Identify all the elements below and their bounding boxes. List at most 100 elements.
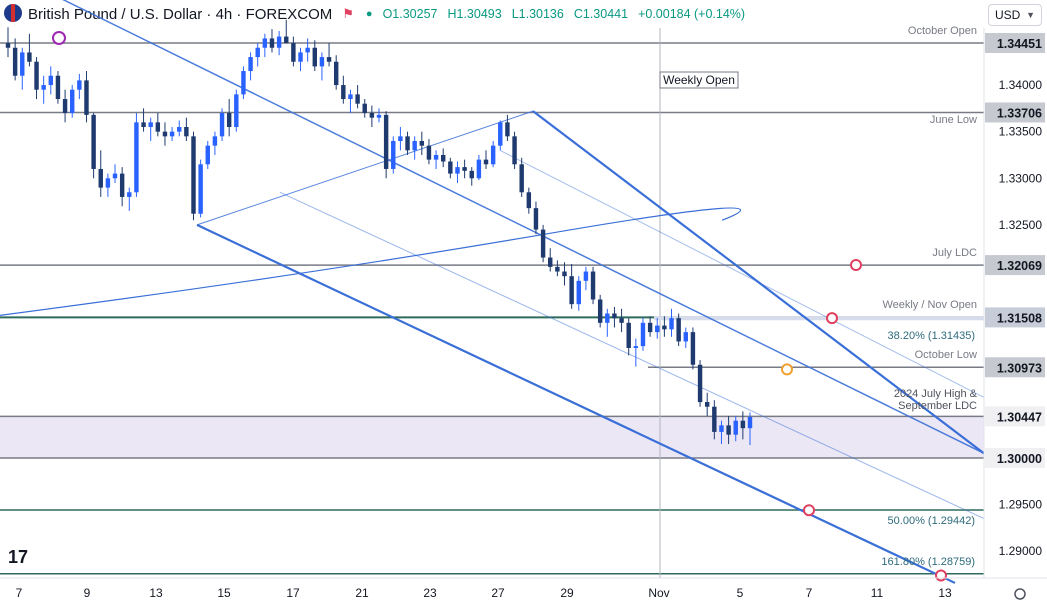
candle — [312, 47, 318, 67]
flag-marker-icon[interactable]: ⚑ — [342, 6, 354, 21]
candle — [726, 425, 731, 435]
price-badge-label: 1.33706 — [997, 106, 1042, 120]
channel-parallel-top-line — [532, 110, 985, 455]
candle — [498, 122, 503, 146]
ohlc-high: H1.30493 — [447, 7, 502, 21]
candle — [20, 52, 25, 76]
candle — [62, 99, 68, 114]
candle — [533, 208, 539, 230]
pitchfork-median-line — [279, 191, 985, 520]
candle — [719, 425, 724, 432]
candle — [84, 80, 89, 115]
time-tick: 23 — [423, 586, 437, 600]
candle — [676, 318, 681, 342]
currency-selector[interactable]: USD ▼ — [988, 4, 1042, 26]
candle — [333, 61, 339, 86]
candle — [348, 94, 353, 100]
candle — [41, 85, 46, 90]
pitchfork-left-line — [196, 110, 534, 226]
marker-october-low — [781, 363, 793, 376]
price-badge — [985, 33, 1045, 53]
time-tick: 15 — [217, 586, 231, 600]
candle — [647, 322, 653, 333]
market-status-icon: ● — [365, 8, 373, 20]
candle — [369, 113, 375, 118]
replay-icon[interactable] — [52, 31, 66, 45]
candle — [198, 164, 203, 214]
tradingview-logo[interactable]: 17 — [8, 547, 28, 567]
candle — [690, 332, 696, 365]
candle — [740, 420, 746, 429]
ohlc-low: L1.30136 — [511, 7, 564, 21]
ohlc-change: +0.00184 (+0.14%) — [638, 7, 746, 21]
candle — [619, 318, 624, 323]
time-tick: 21 — [355, 586, 369, 600]
candle — [169, 131, 175, 137]
candle — [398, 136, 403, 141]
candle — [540, 229, 546, 258]
candle — [226, 113, 232, 128]
price-badge-label: 1.34451 — [997, 37, 1042, 51]
price-badge-label: 1.31508 — [997, 311, 1042, 325]
price-badge — [985, 255, 1045, 276]
candle — [319, 57, 325, 67]
candle — [291, 43, 296, 62]
support-zone — [0, 416, 984, 458]
candle — [605, 313, 610, 323]
pitchfork-upper-median-line — [499, 149, 985, 398]
candle — [512, 136, 517, 165]
candle — [276, 36, 282, 48]
candle — [248, 57, 253, 72]
candle — [526, 192, 532, 209]
currency-label: USD — [995, 8, 1021, 22]
candle — [112, 173, 118, 179]
candle — [505, 122, 510, 137]
level-label: Weekly / Nov Open — [882, 299, 977, 311]
time-tick: 27 — [491, 586, 505, 600]
candle — [448, 161, 453, 174]
channel-upper-line — [62, 0, 985, 455]
candle — [55, 75, 61, 100]
chart-header: British Pound / U.S. Dollar · 4h · FOREX… — [0, 0, 745, 28]
candle — [219, 113, 225, 137]
candle — [555, 266, 560, 272]
candle — [77, 80, 82, 90]
candle — [590, 271, 596, 300]
time-tick: 5 — [737, 586, 744, 600]
price-tick: 1.29500 — [999, 498, 1043, 512]
candle — [704, 402, 710, 407]
candle — [440, 154, 446, 162]
candle — [626, 322, 631, 348]
candle — [234, 94, 239, 128]
candle — [191, 136, 196, 214]
candle — [341, 85, 346, 100]
time-tick: 17 — [286, 586, 300, 600]
candle — [405, 136, 410, 151]
marker-july-ldc — [850, 258, 862, 271]
weekly-open-annotation-box — [659, 71, 739, 89]
ohlc-open: O1.30257 — [382, 7, 438, 21]
candle — [669, 318, 674, 330]
candle — [298, 52, 303, 62]
gear-icon[interactable] — [1014, 588, 1026, 600]
candle — [569, 276, 574, 305]
candle — [119, 173, 125, 197]
candle — [148, 122, 153, 128]
candle — [12, 47, 18, 76]
candle — [376, 114, 382, 118]
candle — [27, 52, 32, 62]
fib-label: 38.20% (1.31435) — [888, 330, 975, 342]
candle — [476, 159, 482, 179]
candle — [326, 57, 332, 62]
weekly-open-annotation: Weekly Open — [663, 73, 735, 87]
price-badge — [985, 307, 1045, 328]
symbol-title[interactable]: British Pound / U.S. Dollar · 4h · FOREX… — [28, 5, 333, 23]
candle — [662, 325, 667, 330]
candle — [205, 145, 210, 165]
candle — [241, 71, 246, 95]
candle — [91, 114, 96, 169]
time-tick: 11 — [871, 586, 884, 600]
candle — [433, 154, 439, 160]
candle — [362, 103, 367, 114]
